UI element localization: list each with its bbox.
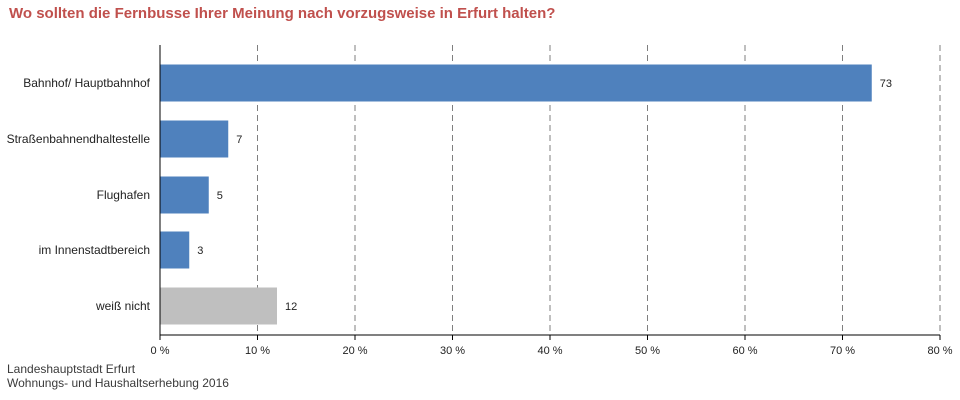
category-label-3: im Innenstadtbereich: [39, 243, 150, 257]
bar-1: [160, 120, 229, 158]
chart-title: Wo sollten die Fernbusse Ihrer Meinung n…: [9, 5, 556, 22]
source-line-2: Wohnungs- und Haushaltserhebung 2016: [7, 376, 229, 390]
x-tick-label-20: 20 %: [342, 345, 367, 357]
x-tick-label-70: 70 %: [830, 345, 855, 357]
bar-2: [160, 176, 209, 214]
bar-4: [160, 287, 277, 325]
bar-0: [160, 64, 872, 102]
value-label-4: 12: [285, 301, 297, 313]
x-tick-label-0: 0 %: [151, 345, 170, 357]
bar-3: [160, 231, 190, 269]
x-tick-label-10: 10 %: [245, 345, 270, 357]
source-line-1: Landeshauptstadt Erfurt: [7, 362, 136, 376]
category-label-1: Straßenbahnendhaltestelle: [7, 132, 151, 146]
x-tick-label-80: 80 %: [927, 345, 952, 357]
x-tick-label-50: 50 %: [635, 345, 660, 357]
category-label-2: Flughafen: [97, 188, 150, 202]
source-note: Landeshauptstadt Erfurt Wohnungs- und Ha…: [7, 362, 229, 390]
value-label-1: 7: [236, 134, 242, 146]
x-tick-label-40: 40 %: [537, 345, 562, 357]
category-label-4: weiß nicht: [95, 299, 151, 313]
value-label-0: 73: [880, 78, 892, 90]
value-label-2: 5: [217, 190, 223, 202]
x-tick-label-30: 30 %: [440, 345, 465, 357]
category-label-0: Bahnhof/ Hauptbahnhof: [23, 76, 150, 90]
x-tick-label-60: 60 %: [732, 345, 757, 357]
value-label-3: 3: [197, 245, 203, 257]
